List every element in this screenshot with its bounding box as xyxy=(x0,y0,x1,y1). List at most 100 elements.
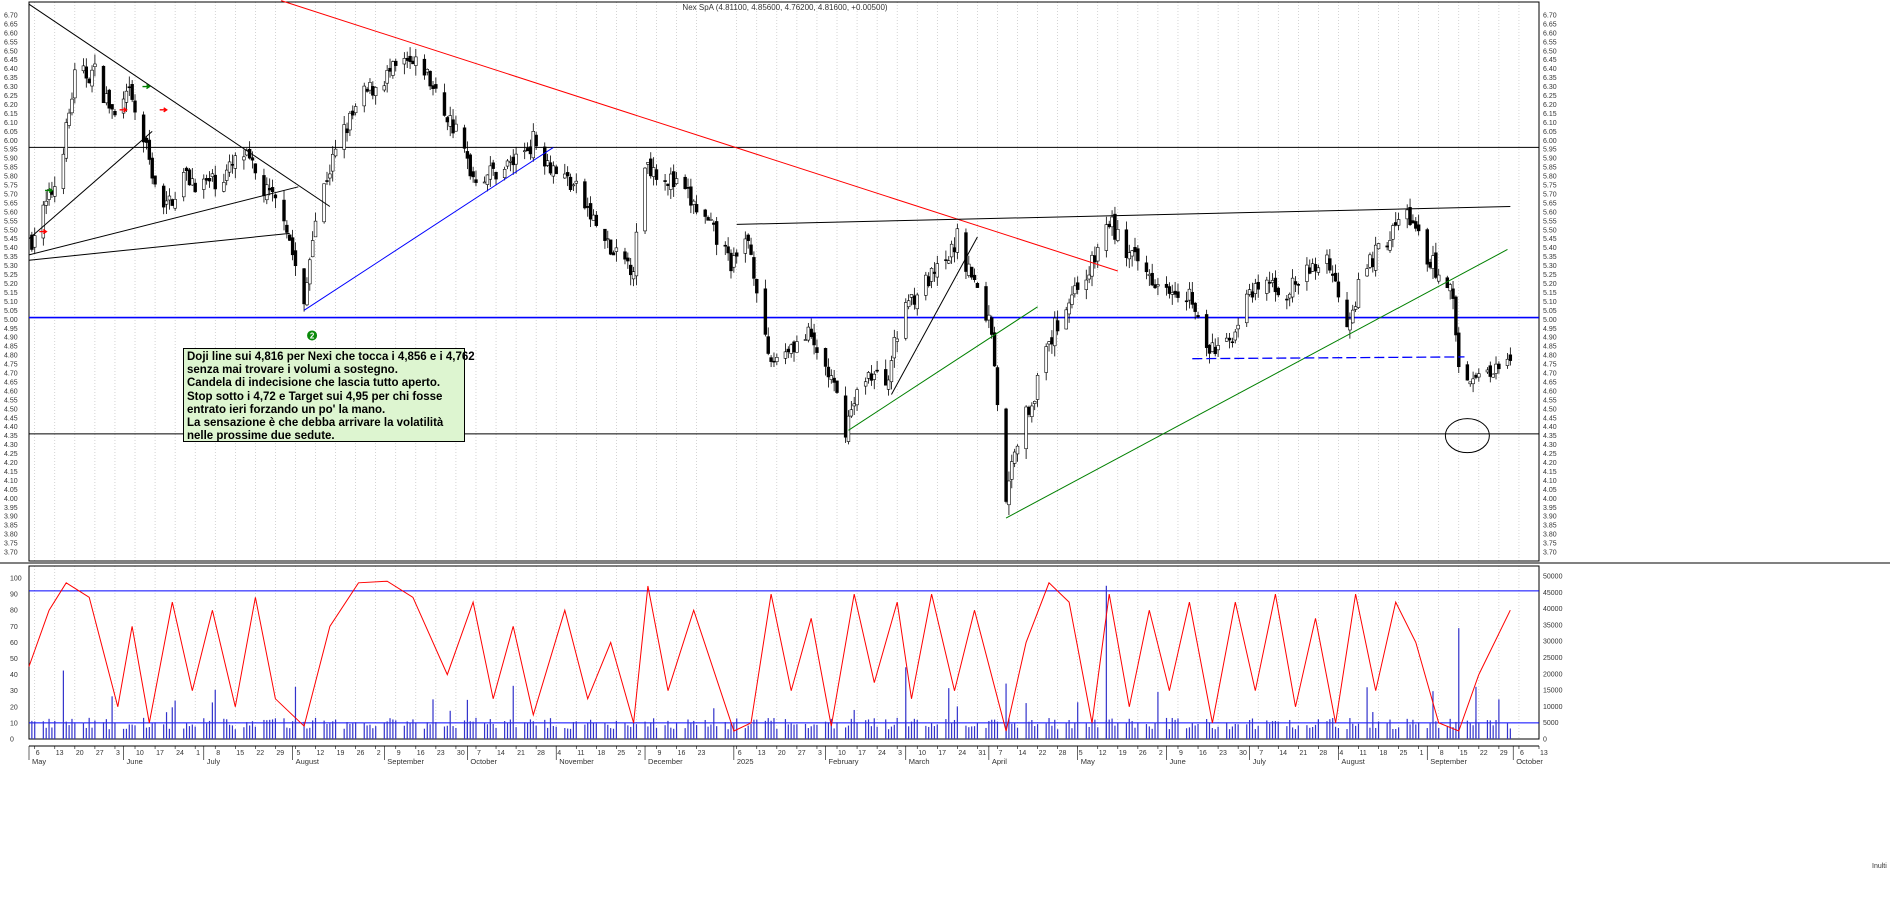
volume-bar xyxy=(1226,722,1228,739)
volume-tick-label: 45000 xyxy=(1543,590,1563,597)
volume-bar xyxy=(856,723,858,739)
volume-bar xyxy=(787,724,789,739)
volume-bar xyxy=(810,726,812,739)
volume-bar xyxy=(991,719,993,739)
volume-bar xyxy=(125,728,128,739)
candle-body xyxy=(583,181,587,209)
price-tick-label-left: 4.45 xyxy=(4,415,18,422)
candle-body xyxy=(1050,337,1054,345)
volume-bar xyxy=(105,719,107,739)
volume-bar xyxy=(1426,728,1428,739)
step-badge xyxy=(307,330,318,341)
candle-body xyxy=(1351,309,1355,324)
volume-bar xyxy=(945,719,947,739)
volume-bar xyxy=(1372,712,1374,739)
candle-body xyxy=(889,360,894,383)
volume-bar xyxy=(1418,722,1420,739)
volume-bar xyxy=(1452,727,1454,739)
price-tick-label-right: 4.70 xyxy=(1543,371,1557,378)
candle-body xyxy=(328,173,332,179)
volume-bar xyxy=(816,724,818,739)
volume-bar xyxy=(750,723,752,739)
panel-frames xyxy=(0,1,1890,747)
volume-bar xyxy=(1429,723,1431,739)
candle-body xyxy=(1353,306,1358,310)
volume-bar xyxy=(1254,729,1256,739)
volume-bar xyxy=(1274,720,1276,739)
candle-body xyxy=(1431,255,1435,269)
month-label: July xyxy=(1253,757,1267,766)
candle-body xyxy=(373,87,378,96)
volume-bar xyxy=(1114,725,1116,739)
candle-body xyxy=(906,300,911,308)
candle-body xyxy=(663,180,667,182)
volume-bar xyxy=(850,718,852,739)
volume-bar xyxy=(31,720,33,739)
date-tick-label: 28 xyxy=(1319,750,1327,757)
volume-bar xyxy=(352,723,354,739)
volume-bar xyxy=(524,722,526,739)
volume-tick-label: 40000 xyxy=(1543,606,1563,613)
volume-bar xyxy=(1415,724,1417,739)
price-tick-label-right: 5.15 xyxy=(1543,290,1557,297)
date-tick-label: 15 xyxy=(236,750,244,757)
candle-body xyxy=(1276,287,1280,296)
candle-body xyxy=(726,246,730,254)
price-tick-label-right: 4.90 xyxy=(1543,335,1557,342)
volume-bar xyxy=(1291,727,1294,739)
volume-bar xyxy=(1475,686,1477,739)
candle-body xyxy=(1325,254,1329,264)
date-tick-label: 24 xyxy=(878,750,886,757)
volume-bar xyxy=(1309,727,1311,739)
candle-body xyxy=(164,200,169,205)
volume-bar xyxy=(905,667,907,739)
candle-body xyxy=(81,65,86,72)
price-tick-label-left: 4.10 xyxy=(4,478,18,485)
candle-body xyxy=(603,228,607,241)
volume-bar xyxy=(1206,719,1208,739)
volume-bar xyxy=(148,727,150,739)
candle-body xyxy=(571,184,576,187)
candle-body xyxy=(414,56,418,66)
volume-bar xyxy=(389,718,391,739)
candle-body xyxy=(1184,300,1189,303)
volume-bar xyxy=(569,728,572,739)
volume-bar xyxy=(928,726,930,739)
volume-bar xyxy=(1478,723,1480,739)
price-tick-label-left: 6.55 xyxy=(4,39,18,46)
volume-bar xyxy=(784,719,787,739)
candle-body xyxy=(124,90,129,103)
candle-body xyxy=(308,259,312,285)
volume-bar xyxy=(893,724,895,739)
oscillator-tick-label: 30 xyxy=(10,688,18,695)
price-tick-label-left: 4.15 xyxy=(4,469,18,476)
volume-bar xyxy=(151,723,153,739)
volume-bar xyxy=(42,721,44,739)
price-tick-label-right: 5.35 xyxy=(1543,254,1557,261)
volume-bar xyxy=(867,719,870,739)
note-line: Candela di indecisione che lascia tutto … xyxy=(187,377,441,390)
candle-body xyxy=(1474,374,1478,378)
date-tick-label: 23 xyxy=(1219,750,1227,757)
volume-bar xyxy=(211,702,213,739)
month-label: May xyxy=(1081,757,1095,766)
candle-body xyxy=(1485,369,1490,373)
month-label: March xyxy=(909,757,930,766)
note-line: nelle prossime due sedute. xyxy=(187,430,335,443)
candle-body xyxy=(1394,222,1398,226)
candle-body xyxy=(528,146,533,155)
volume-bar xyxy=(1352,723,1354,739)
candle-body xyxy=(1391,225,1395,240)
candle-body xyxy=(511,156,515,166)
volume-bar xyxy=(847,725,850,739)
volume-bar xyxy=(486,724,489,739)
candle-body xyxy=(130,84,134,100)
volume-bar xyxy=(756,719,758,739)
candle-body xyxy=(629,264,633,276)
price-tick-label-right: 5.50 xyxy=(1543,227,1557,234)
volume-bar xyxy=(1269,723,1271,739)
candle-body xyxy=(448,115,452,127)
volume-bar xyxy=(475,717,477,739)
candle-body xyxy=(1067,302,1071,315)
candle-body xyxy=(1348,318,1352,331)
